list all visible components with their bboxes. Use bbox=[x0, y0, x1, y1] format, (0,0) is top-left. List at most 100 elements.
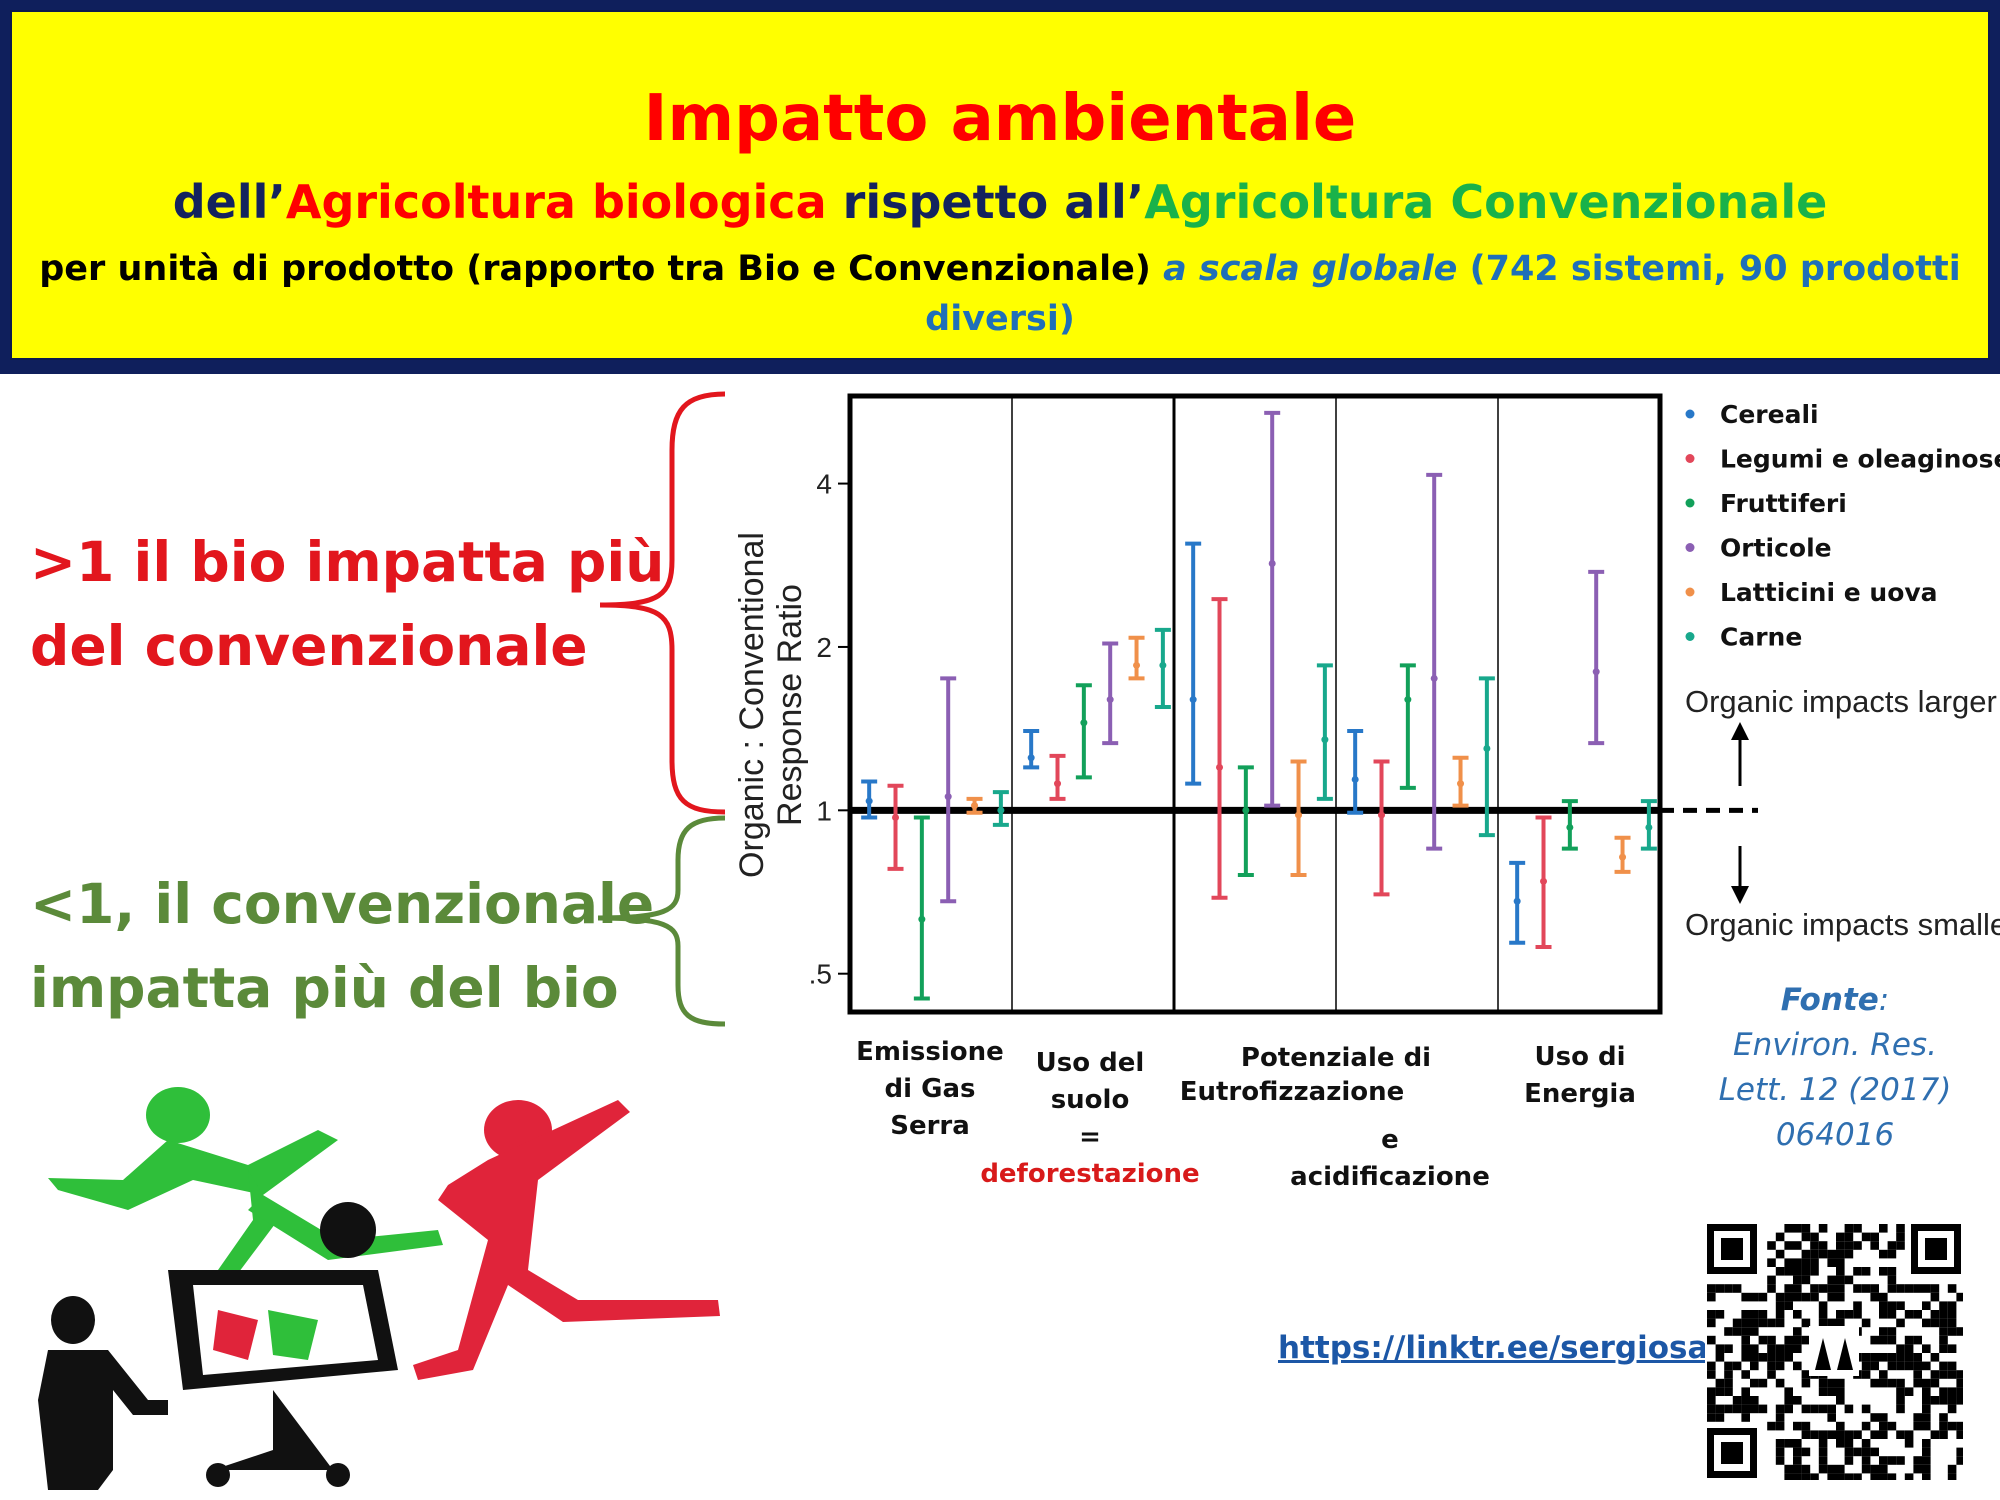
qr-module bbox=[1784, 1301, 1793, 1310]
qr-module bbox=[1836, 1473, 1845, 1480]
qr-module bbox=[1818, 1456, 1828, 1465]
source-line1: Environ. Res. bbox=[1733, 1027, 1937, 1063]
qr-module bbox=[1750, 1318, 1759, 1328]
qr-module bbox=[1939, 1361, 1948, 1371]
qr-module bbox=[1784, 1224, 1793, 1233]
qr-module bbox=[1887, 1275, 1897, 1285]
qr-module bbox=[1939, 1413, 1948, 1422]
category-label-line: Uso di bbox=[1534, 1042, 1626, 1072]
qr-module bbox=[1801, 1370, 1811, 1379]
qr-module bbox=[1853, 1241, 1862, 1250]
qr-module bbox=[1879, 1464, 1888, 1474]
qr-module bbox=[1870, 1413, 1879, 1422]
qr-module bbox=[1844, 1473, 1854, 1480]
qr-module bbox=[1767, 1361, 1776, 1371]
qr-module bbox=[1801, 1421, 1811, 1431]
linktree-link[interactable]: https://linktr.ee/sergiosaia bbox=[1278, 1330, 1740, 1366]
error-bar-mean-point bbox=[1295, 811, 1303, 819]
qr-module bbox=[1775, 1439, 1785, 1448]
qr-module bbox=[1887, 1327, 1897, 1336]
qr-module bbox=[1887, 1284, 1897, 1293]
qr-module bbox=[1707, 1310, 1716, 1319]
qr-module bbox=[1913, 1421, 1922, 1431]
qr-module bbox=[1810, 1284, 1819, 1293]
qr-module bbox=[1930, 1396, 1940, 1405]
qr-module bbox=[1913, 1464, 1922, 1474]
qr-module bbox=[1818, 1284, 1828, 1293]
qr-module bbox=[1922, 1413, 1931, 1422]
qr-module bbox=[1775, 1310, 1785, 1319]
qr-module bbox=[1741, 1404, 1750, 1414]
qr-module bbox=[1836, 1310, 1845, 1319]
qr-module bbox=[1947, 1361, 1957, 1371]
qr-module bbox=[1715, 1378, 1725, 1388]
qr-module bbox=[1879, 1378, 1888, 1388]
qr-module bbox=[1887, 1335, 1897, 1345]
header-inner: Impatto ambientale dell’Agricoltura biol… bbox=[10, 10, 1990, 360]
qr-module bbox=[1750, 1344, 1759, 1353]
qr-module bbox=[1879, 1456, 1888, 1465]
qr-module bbox=[1750, 1310, 1759, 1319]
qr-module bbox=[1844, 1249, 1854, 1259]
qr-module bbox=[1853, 1267, 1862, 1276]
qr-module bbox=[1801, 1275, 1811, 1285]
qr-module bbox=[1922, 1284, 1931, 1293]
qr-module bbox=[1767, 1421, 1776, 1431]
qr-module bbox=[1922, 1361, 1931, 1371]
qr-module bbox=[1887, 1241, 1897, 1250]
qr-module bbox=[1904, 1361, 1914, 1371]
qr-module bbox=[1844, 1430, 1854, 1439]
qr-module bbox=[1870, 1241, 1879, 1250]
qr-module bbox=[1956, 1327, 1963, 1336]
qr-module bbox=[1939, 1421, 1948, 1431]
qr-module bbox=[1741, 1370, 1750, 1379]
qr-module bbox=[1836, 1318, 1845, 1328]
qr-module bbox=[1887, 1361, 1897, 1371]
category-label-acid: e acidificazione bbox=[1290, 1125, 1490, 1192]
qr-module bbox=[1715, 1353, 1725, 1362]
qr-module bbox=[1767, 1284, 1776, 1293]
qr-module bbox=[1956, 1396, 1963, 1405]
qr-module bbox=[1793, 1258, 1802, 1267]
qr-module bbox=[1844, 1439, 1854, 1448]
qr-module bbox=[1896, 1404, 1905, 1414]
error-bar-mean-point bbox=[1592, 668, 1600, 676]
subtitle-part1: dell’ bbox=[172, 175, 286, 229]
qr-module bbox=[1810, 1430, 1819, 1439]
qr-module bbox=[1724, 1404, 1733, 1414]
annotations: Organic impacts larger Organic impacts sm… bbox=[1685, 684, 2000, 942]
qr-module bbox=[1930, 1370, 1940, 1379]
qr-module bbox=[1861, 1439, 1871, 1448]
qr-module bbox=[1939, 1370, 1948, 1379]
qr-code[interactable] bbox=[1705, 1222, 1963, 1480]
qr-module bbox=[1724, 1361, 1733, 1371]
qr-module bbox=[1844, 1275, 1854, 1285]
runners-illustration bbox=[38, 1087, 720, 1490]
y-tick-label: 4 bbox=[816, 469, 832, 500]
qr-module bbox=[1861, 1267, 1871, 1276]
qr-module bbox=[1947, 1301, 1957, 1310]
qr-module bbox=[1844, 1224, 1854, 1233]
qr-module bbox=[1767, 1318, 1776, 1328]
qr-module bbox=[1922, 1447, 1931, 1457]
qr-module bbox=[1887, 1310, 1897, 1319]
qr-module bbox=[1836, 1258, 1845, 1267]
error-bar-mean-point bbox=[1216, 763, 1224, 771]
qr-module bbox=[1922, 1464, 1931, 1474]
qr-module bbox=[1939, 1344, 1948, 1353]
above-one-line1: >1 il bio impatta più bbox=[30, 530, 665, 594]
error-bar-mean-point bbox=[1027, 754, 1035, 762]
error-bar-mean-point bbox=[1404, 696, 1412, 704]
qr-module bbox=[1715, 1413, 1725, 1422]
qr-module bbox=[1784, 1387, 1793, 1396]
qr-module bbox=[1836, 1387, 1845, 1396]
qr-module bbox=[1767, 1335, 1776, 1345]
qr-module bbox=[1861, 1353, 1871, 1362]
qr-module bbox=[1818, 1439, 1828, 1448]
qr-module bbox=[1775, 1447, 1785, 1457]
qr-module bbox=[1801, 1224, 1811, 1233]
qr-module bbox=[1879, 1267, 1888, 1276]
error-bar-mean-point bbox=[1321, 736, 1329, 744]
qr-module bbox=[1896, 1378, 1905, 1388]
qr-module bbox=[1947, 1327, 1957, 1336]
